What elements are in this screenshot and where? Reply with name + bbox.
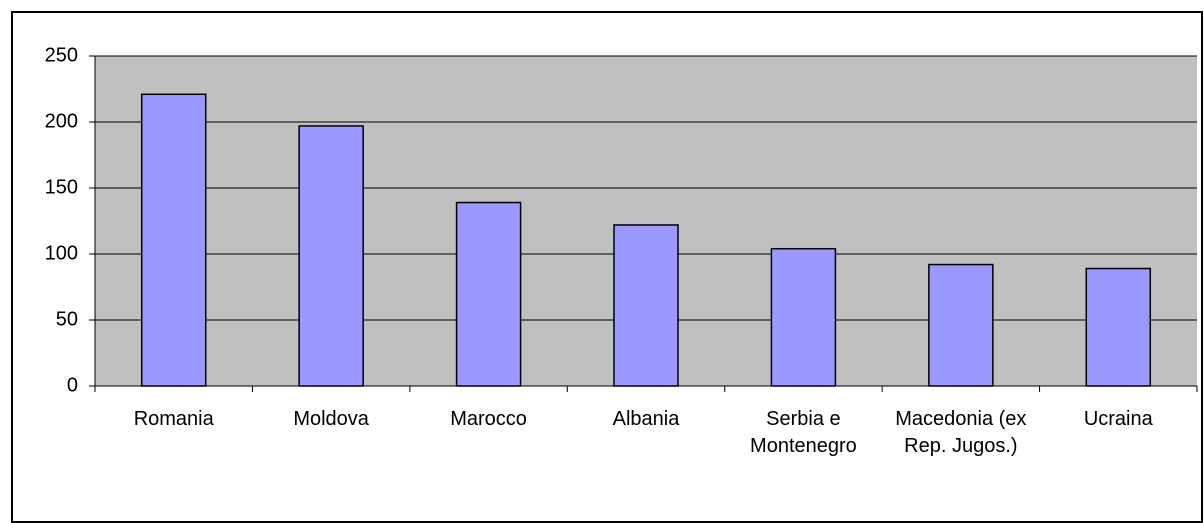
bar	[140, 93, 207, 387]
bar	[770, 247, 837, 387]
x-tick-label: Albania	[612, 408, 680, 430]
bar	[613, 224, 679, 387]
x-tick-label: Ucraina	[1083, 408, 1153, 430]
x-tick-label: Marocco	[450, 408, 527, 430]
x-tick-label: Macedonia (ex Rep. Jugos.)	[895, 408, 1027, 457]
x-tick-label: Moldova	[293, 408, 369, 430]
x-tick-label: Serbia e Montenegro	[750, 408, 857, 457]
y-tick-label: 250	[45, 44, 78, 66]
y-tick-label: 50	[56, 308, 78, 330]
x-tick-label-box: Albania	[612, 408, 680, 430]
x-tick-label-box: Ucraina	[1083, 408, 1153, 430]
x-tick-label-box: Romania	[133, 408, 214, 430]
y-tick-label: 100	[45, 242, 78, 264]
x-tick-label-box: Moldova	[293, 408, 369, 430]
bar	[928, 263, 994, 387]
bar	[1085, 267, 1152, 387]
x-tick-label-box: Macedonia (ex Rep. Jugos.)	[895, 408, 1027, 457]
bar	[298, 125, 364, 387]
x-tick-label: Romania	[133, 408, 214, 430]
y-tick-label: 0	[67, 374, 78, 396]
x-tick-label-box: Serbia e Montenegro	[750, 408, 857, 457]
bar	[455, 201, 522, 387]
y-tick-label: 150	[45, 176, 78, 198]
x-tick-label-box: Marocco	[450, 408, 527, 430]
y-tick-label: 200	[45, 110, 78, 132]
